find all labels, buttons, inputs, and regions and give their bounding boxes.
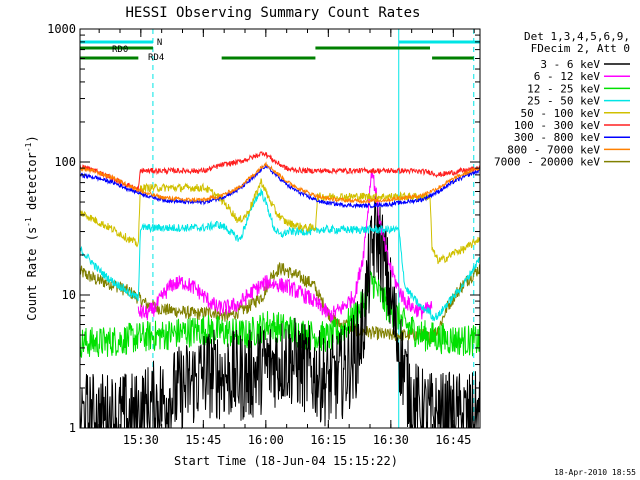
axes-layer: 1 10 100 1000 15:30 15:45 16:00 16:15 16:30 16:45 [47,22,480,447]
series-line [79,187,480,322]
y-axis-label-mid: detector [25,152,39,217]
timestamp: 18-Apr-2010 18:55 [554,468,636,477]
legend-entry-label: 800 - 7000 keV [507,143,600,156]
legend-entry-label: 3 - 6 keV [540,58,600,71]
legend-header: FDecim 2, Att 0 [531,42,630,55]
x-tick-label: 16:45 [435,433,471,447]
x-tick-label: 16:00 [248,433,284,447]
rd0-label: RD0 [112,45,128,55]
y-axis-label: Count Rate (s-1 detector-1) [24,135,39,320]
legend-entry-label: 6 - 12 keV [534,70,601,83]
x-axis-label: Start Time (18-Jun-04 15:15:22) [174,454,398,468]
series-layer [79,150,480,430]
y-axis-label-sup2: -1 [24,142,33,152]
legend-entry-label: 50 - 100 keV [521,107,601,120]
plot-frame [79,28,481,429]
series-line [79,262,480,345]
series-line [79,161,480,205]
legend-entry-label: 25 - 50 keV [527,95,600,108]
rd4-label: RD4 [148,53,164,63]
y-axis-label-main: Count Rate (s [25,227,39,321]
legend-header: Det 1,3,4,5,6,9, [524,30,630,43]
legend: Det 1,3,4,5,6,9,FDecim 2, Att 0 3 - 6 keV… [494,30,630,169]
x-tick-label: 16:15 [310,433,346,447]
y-tick-label: 1000 [47,22,76,36]
x-tick-label: 15:30 [123,433,159,447]
y-axis-label-end: ) [25,135,39,142]
legend-entry-label: 12 - 25 keV [527,82,600,95]
y-axis-label-sup1: -1 [24,217,33,227]
series-line [79,163,480,209]
legend-entry-label: 300 - 800 keV [514,131,600,144]
y-tick-label: 1 [69,421,76,435]
series-line [79,150,480,192]
night-label: N [157,38,162,48]
y-tick-label: 100 [54,155,76,169]
series-line [79,270,480,358]
x-tick-label: 15:45 [185,433,221,447]
y-tick-label: 10 [62,288,76,302]
x-tick-label: 16:30 [373,433,409,447]
legend-entry-label: 7000 - 20000 keV [494,156,600,169]
legend-entry-label: 100 - 300 keV [514,119,600,132]
series-line [79,194,480,430]
chart-title: HESSI Observing Summary Count Rates [125,5,420,21]
